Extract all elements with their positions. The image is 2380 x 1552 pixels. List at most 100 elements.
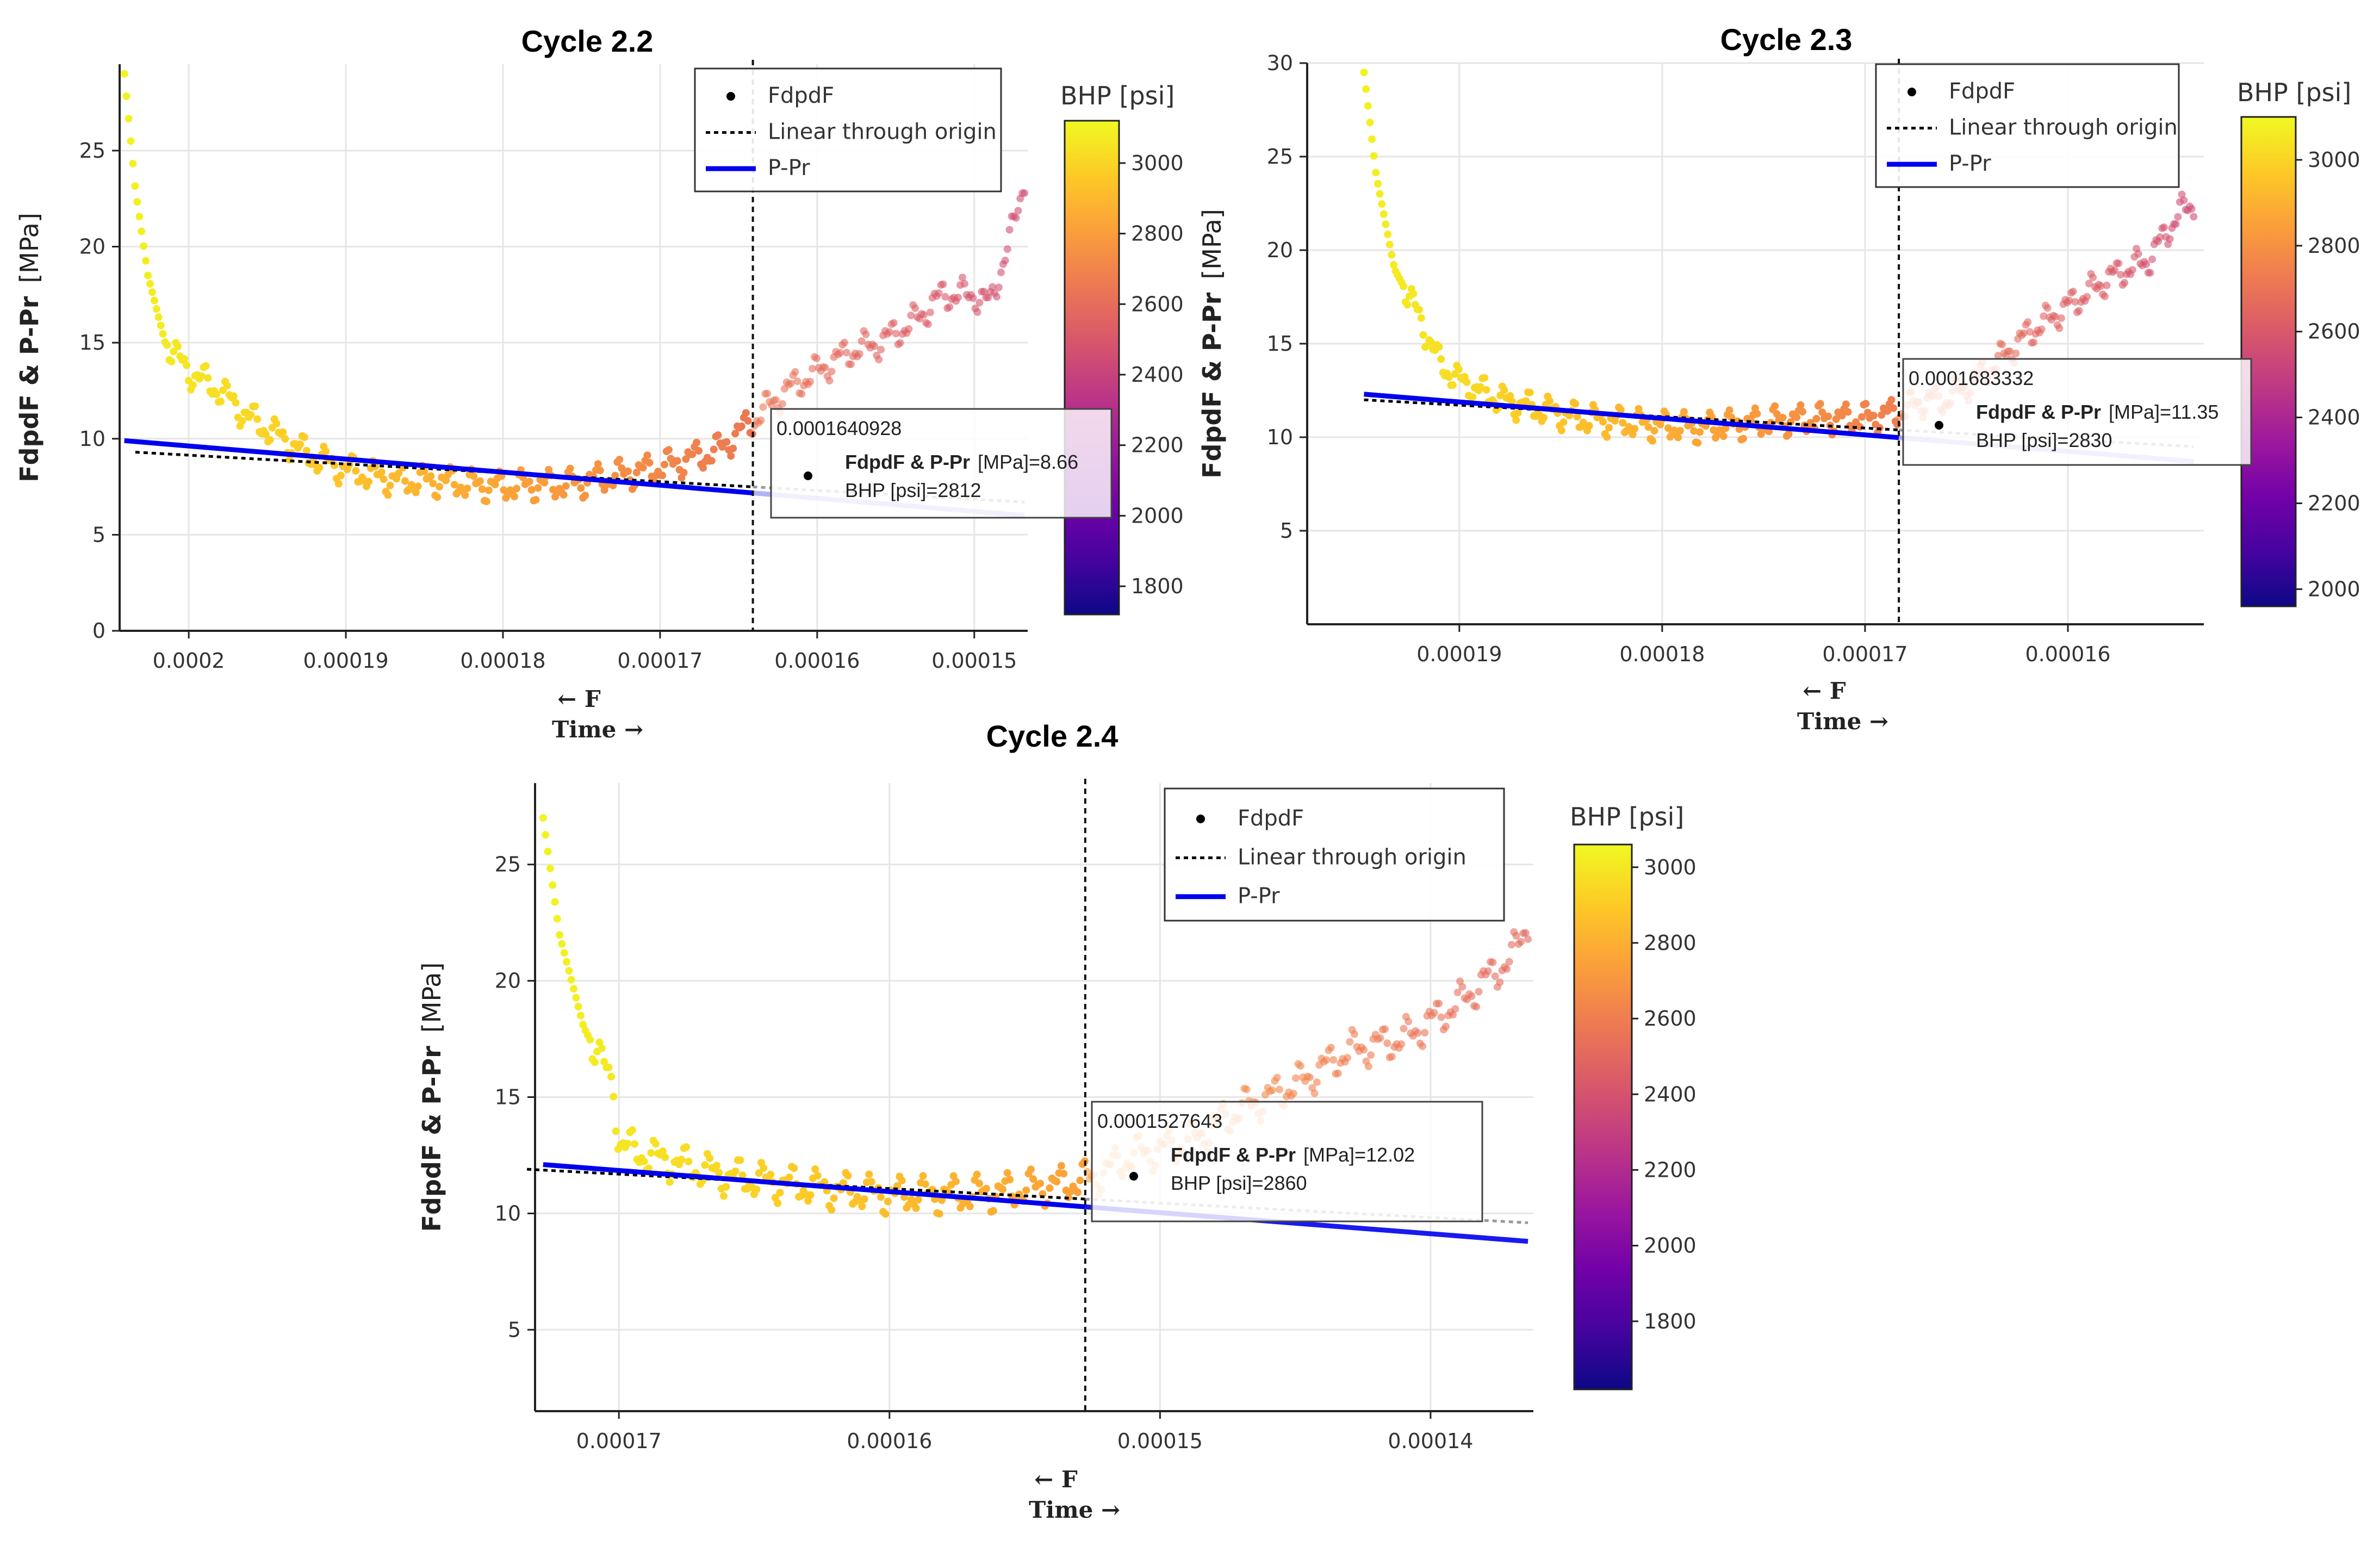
fdpdf-point bbox=[2111, 266, 2118, 274]
fdpdf-point bbox=[1417, 314, 1425, 322]
colorbar-tick-label: 2800 bbox=[1644, 931, 1697, 955]
fdpdf-point bbox=[546, 864, 554, 872]
fdpdf-point bbox=[811, 1165, 819, 1173]
fdpdf-point bbox=[857, 337, 866, 345]
legend-label-fdpdf: FdpdF bbox=[768, 83, 834, 108]
fdpdf-point bbox=[140, 242, 148, 250]
fdpdf-point bbox=[2019, 329, 2028, 337]
fdpdf-point bbox=[821, 364, 829, 371]
fdpdf-point bbox=[1514, 409, 1522, 417]
fdpdf-point bbox=[1524, 935, 1532, 943]
fdpdf-point bbox=[2103, 281, 2111, 289]
fdpdf-point bbox=[685, 1158, 693, 1165]
fdpdf-point bbox=[999, 1185, 1007, 1193]
fdpdf-point bbox=[1844, 408, 1852, 416]
fdpdf-point bbox=[386, 481, 394, 489]
fdpdf-point bbox=[1557, 426, 1565, 434]
fdpdf-point bbox=[632, 468, 641, 476]
fdpdf-point bbox=[581, 492, 589, 500]
fdpdf-point bbox=[1435, 1000, 1443, 1008]
legend-label-linear: Linear through origin bbox=[1238, 845, 1466, 870]
fdpdf-point bbox=[643, 451, 651, 460]
fdpdf-point bbox=[1370, 152, 1378, 160]
tooltip-value: =12.02 bbox=[1354, 1144, 1415, 1166]
fdpdf-point bbox=[300, 433, 308, 441]
x-tick-label: 0.00019 bbox=[303, 649, 388, 673]
fdpdf-point bbox=[579, 1021, 587, 1029]
chart-title: Cycle 2.2 bbox=[521, 24, 654, 58]
fdpdf-point bbox=[570, 985, 577, 993]
fdpdf-point bbox=[881, 1210, 890, 1218]
x-axis-label-f: ← F bbox=[557, 686, 601, 712]
fdpdf-point bbox=[1674, 433, 1682, 442]
fdpdf-point bbox=[238, 417, 246, 425]
fdpdf-point bbox=[1419, 331, 1427, 339]
y-tick-label: 25 bbox=[495, 853, 521, 877]
fdpdf-point bbox=[1735, 425, 1743, 433]
fdpdf-point bbox=[322, 448, 330, 456]
fdpdf-point bbox=[1421, 1029, 1429, 1036]
chart-title: Cycle 2.3 bbox=[1720, 22, 1853, 57]
fdpdf-point bbox=[553, 915, 561, 923]
tooltip-value: =11.35 bbox=[2160, 401, 2219, 423]
x-tick-label: 0.00019 bbox=[1416, 642, 1502, 666]
fdpdf-point bbox=[836, 349, 844, 357]
fdpdf-point bbox=[855, 350, 863, 358]
fdpdf-point bbox=[661, 461, 668, 469]
fdpdf-point bbox=[1367, 1051, 1375, 1059]
x-tick-label: 0.00017 bbox=[617, 649, 703, 673]
x-tick-label: 0.00015 bbox=[1117, 1429, 1203, 1453]
fdpdf-point bbox=[798, 390, 806, 398]
fdpdf-point bbox=[1415, 306, 1424, 314]
fdpdf-point bbox=[898, 1177, 906, 1184]
chart-cycle-24: Cycle 2.4 0.00017 0.00016 0.00015 0.00014 5 10… bbox=[417, 719, 1697, 1523]
fdpdf-point bbox=[1435, 343, 1443, 351]
fdpdf-point bbox=[847, 361, 855, 368]
fdpdf-point bbox=[935, 289, 943, 297]
fdpdf-point bbox=[1414, 1029, 1422, 1037]
fdpdf-point bbox=[1046, 1184, 1054, 1192]
fdpdf-point bbox=[476, 477, 484, 485]
fdpdf-point bbox=[1476, 383, 1484, 391]
fdpdf-point bbox=[640, 1157, 648, 1165]
fdpdf-point bbox=[576, 1011, 585, 1020]
fdpdf-point bbox=[1998, 340, 2006, 349]
fdpdf-point bbox=[542, 831, 550, 839]
x-tick-label: 0.00016 bbox=[774, 649, 860, 673]
fdpdf-point bbox=[534, 484, 542, 492]
fdpdf-point bbox=[611, 471, 619, 480]
fdpdf-point bbox=[809, 364, 816, 373]
fdpdf-point bbox=[813, 1171, 822, 1179]
fdpdf-point bbox=[427, 472, 435, 480]
fdpdf-point bbox=[701, 1161, 709, 1169]
fdpdf-point bbox=[892, 330, 900, 338]
fdpdf-point bbox=[1390, 260, 1397, 269]
y-tick-label: 25 bbox=[79, 139, 105, 163]
fdpdf-point bbox=[865, 1170, 873, 1178]
fdpdf-point bbox=[757, 416, 765, 424]
fdpdf-point bbox=[1384, 231, 1392, 239]
fdpdf-point bbox=[680, 469, 688, 477]
fdpdf-point bbox=[144, 271, 152, 280]
fdpdf-point bbox=[1005, 226, 1014, 234]
fdpdf-point bbox=[946, 303, 954, 311]
fdpdf-point bbox=[875, 356, 883, 364]
fdpdf-point bbox=[1887, 396, 1896, 404]
fdpdf-point bbox=[713, 1162, 720, 1170]
fdpdf-point bbox=[952, 1177, 960, 1185]
fdpdf-point bbox=[511, 493, 519, 501]
fdpdf-point bbox=[2052, 313, 2059, 321]
fdpdf-point bbox=[912, 1204, 920, 1212]
fdpdf-point bbox=[1006, 1176, 1014, 1184]
fdpdf-point bbox=[1385, 240, 1394, 249]
fdpdf-point bbox=[540, 479, 549, 487]
fdpdf-point bbox=[989, 1207, 997, 1215]
fdpdf-point bbox=[2043, 304, 2052, 312]
fdpdf-point bbox=[2101, 293, 2109, 301]
fdpdf-point bbox=[1890, 404, 1898, 412]
fdpdf-point bbox=[830, 1194, 838, 1202]
p-pr-line bbox=[1364, 392, 1899, 440]
fdpdf-point bbox=[491, 481, 499, 489]
fdpdf-point bbox=[120, 70, 128, 78]
